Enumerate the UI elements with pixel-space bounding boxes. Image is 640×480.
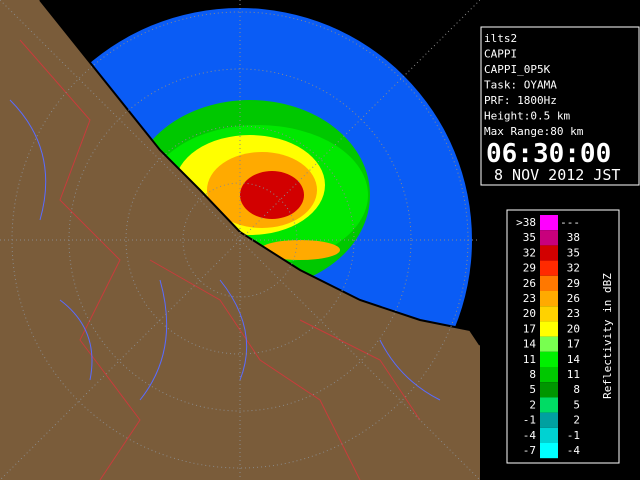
info-lines: ilts2 CAPPI CAPPI_0P5K Task: OYAMA PRF: 1800… — [484, 32, 584, 138]
legend-low: 2 — [529, 398, 536, 411]
legend-low: 11 — [523, 353, 536, 366]
info-line: Max Range:80 km — [484, 125, 584, 138]
legend-swatch — [540, 336, 558, 352]
date: 8 NOV 2012 JST — [494, 166, 620, 184]
info-line: CAPPI — [484, 48, 517, 61]
legend-low: -4 — [523, 429, 537, 442]
legend-low: 23 — [523, 292, 536, 305]
legend-swatch — [540, 427, 558, 443]
legend-swatch — [540, 397, 558, 413]
legend-low: 8 — [529, 368, 536, 381]
legend-swatch — [540, 275, 558, 291]
legend-swatch — [540, 230, 558, 246]
info-line: CAPPI_0P5K — [484, 63, 551, 76]
legend-high: 8 — [573, 383, 580, 396]
legend-high: 11 — [567, 368, 580, 381]
legend-low: 26 — [523, 277, 536, 290]
echo-red — [240, 171, 304, 219]
legend-swatch — [540, 443, 558, 459]
legend-swatch — [540, 215, 558, 231]
legend-title: Reflectivity in dBZ — [601, 273, 614, 399]
legend-swatch — [540, 260, 558, 276]
legend-swatch — [540, 412, 558, 428]
legend-low: >38 — [516, 216, 536, 229]
legend-high: 26 — [567, 292, 580, 305]
legend-swatch — [540, 291, 558, 307]
legend-items: >38 --- 35 38 32 35 29 32 26 29 23 26 20 23 17 20 14 17 11… — [516, 215, 581, 459]
legend-box — [506, 209, 620, 464]
legend-high: -4 — [567, 444, 581, 457]
legend-high: 23 — [567, 307, 580, 320]
info-panel — [480, 26, 640, 186]
legend-high: --- — [560, 216, 580, 229]
info-line: Task: OYAMA — [484, 79, 557, 92]
legend-low: 29 — [523, 262, 536, 275]
legend-low: 5 — [529, 383, 536, 396]
boundaries — [19, 39, 421, 480]
legend-swatch — [540, 367, 558, 383]
time: 06:30:00 — [486, 139, 611, 169]
legend-low: -1 — [523, 414, 536, 427]
legend-high: 2 — [573, 414, 580, 427]
legend-swatch — [540, 321, 558, 337]
legend-low: 14 — [523, 338, 537, 351]
legend-swatch — [540, 382, 558, 398]
echo-band — [260, 240, 340, 260]
legend-high: 14 — [567, 353, 581, 366]
info-line: ilts2 — [484, 32, 517, 45]
legend-high: 35 — [567, 246, 580, 259]
legend-low: 17 — [523, 322, 536, 335]
map-area — [0, 0, 480, 480]
legend-high: 5 — [573, 398, 580, 411]
rivers — [9, 99, 441, 401]
legend-low: -7 — [523, 444, 536, 457]
legend-high: 32 — [567, 262, 580, 275]
legend-low: 35 — [523, 231, 536, 244]
legend-high: 29 — [567, 277, 580, 290]
legend-high: 17 — [567, 338, 580, 351]
info-line: PRF: 1800Hz — [484, 94, 557, 107]
legend-swatch — [540, 306, 558, 322]
legend-high: 20 — [567, 322, 580, 335]
legend-swatch — [540, 245, 558, 261]
legend-low: 20 — [523, 307, 536, 320]
legend-swatch — [540, 351, 558, 367]
legend-low: 32 — [523, 246, 536, 259]
legend-high: -1 — [567, 429, 580, 442]
range-rings — [0, 0, 480, 480]
legend-high: 38 — [567, 231, 580, 244]
info-line: Height:0.5 km — [484, 110, 570, 123]
